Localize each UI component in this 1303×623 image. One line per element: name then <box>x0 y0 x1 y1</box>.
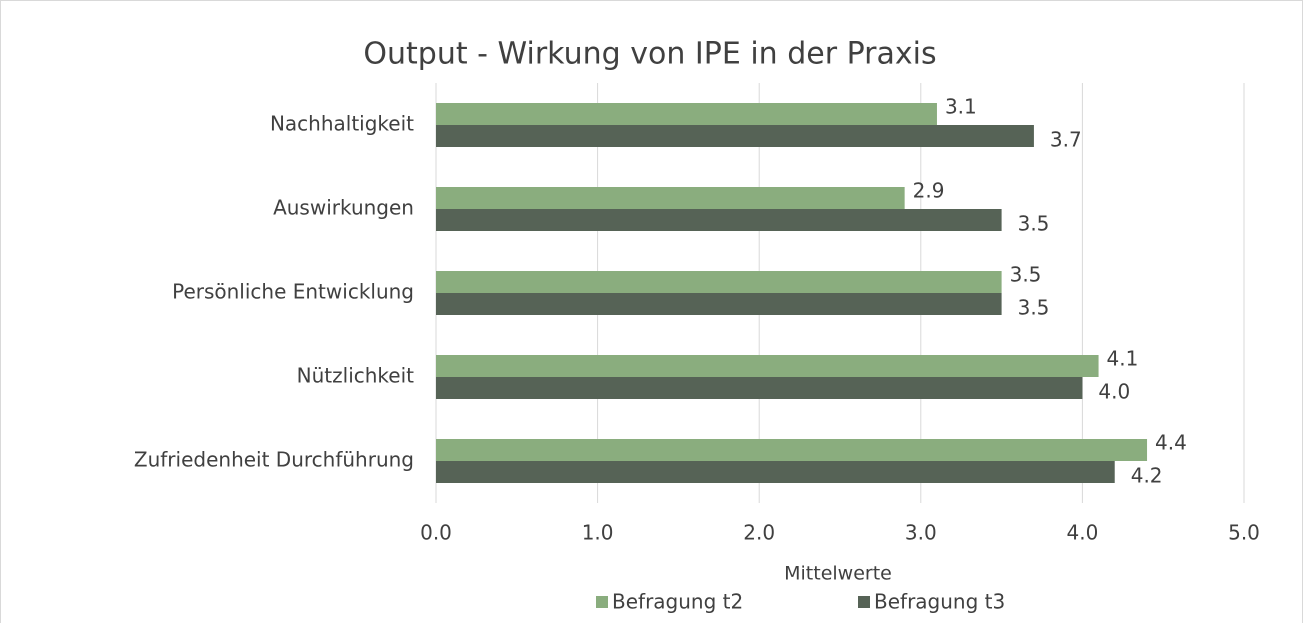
x-tick-label: 4.0 <box>1066 521 1098 545</box>
chart-title: Output - Wirkung von IPE in der Praxis <box>363 37 936 72</box>
y-tick-label: Nachhaltigkeit <box>270 112 414 136</box>
x-tick-label: 2.0 <box>743 521 775 545</box>
x-tick-label: 1.0 <box>582 521 614 545</box>
bar <box>436 439 1148 461</box>
bar <box>436 103 937 125</box>
x-tick-label: 5.0 <box>1228 521 1260 545</box>
data-label: 2.9 <box>913 179 945 203</box>
data-label: 4.4 <box>1155 431 1187 455</box>
bar <box>436 125 1034 147</box>
data-label: 4.0 <box>1098 380 1130 404</box>
bar <box>436 293 1002 315</box>
data-label: 4.1 <box>1107 347 1139 371</box>
y-tick-label: Nützlichkeit <box>297 364 414 388</box>
data-label: 4.2 <box>1131 464 1163 488</box>
bar <box>436 377 1083 399</box>
data-label: 3.5 <box>1010 263 1042 287</box>
legend-swatch <box>596 596 608 608</box>
legend-label: Befragung t3 <box>874 590 1005 614</box>
legend-swatch <box>858 596 870 608</box>
data-label: 3.5 <box>1018 296 1050 320</box>
y-tick-label: Persönliche Entwicklung <box>172 280 414 304</box>
bar <box>436 187 905 209</box>
x-axis-label: Mittelwerte <box>784 563 892 585</box>
bar <box>436 461 1115 483</box>
x-tick-label: 0.0 <box>420 521 452 545</box>
legend-label: Befragung t2 <box>612 590 743 614</box>
data-label: 3.5 <box>1018 212 1050 236</box>
bar <box>436 355 1099 377</box>
x-tick-label: 3.0 <box>905 521 937 545</box>
y-tick-label: Auswirkungen <box>273 196 414 220</box>
bar <box>436 271 1002 293</box>
bar <box>436 209 1002 231</box>
y-tick-label: Zufriedenheit Durchführung <box>134 448 414 472</box>
data-label: 3.1 <box>945 95 977 119</box>
data-label: 3.7 <box>1050 128 1082 152</box>
